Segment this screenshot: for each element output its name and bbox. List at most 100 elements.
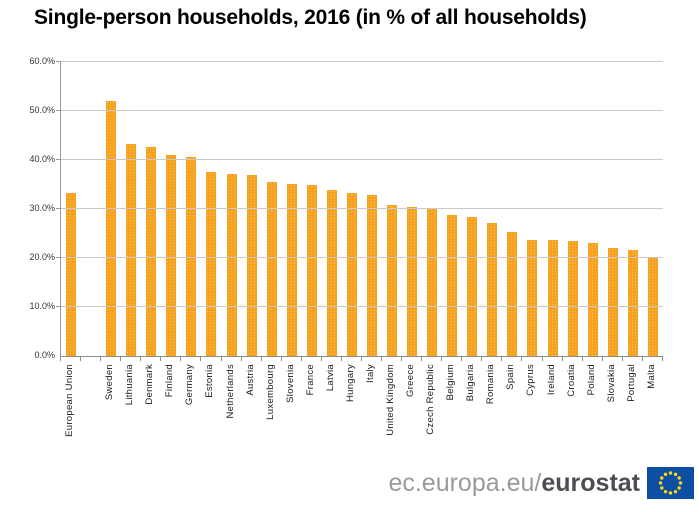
x-label-slot: Germany [180, 364, 200, 472]
x-axis-label-netherlands: Netherlands [224, 364, 236, 419]
x-label-slot: Denmark [140, 364, 160, 472]
x-tick [282, 357, 302, 361]
x-axis-label-germany: Germany [184, 364, 196, 406]
x-tick [422, 357, 443, 361]
bar-luxembourg [266, 182, 277, 356]
x-axis-label-lithuania: Lithuania [124, 364, 136, 406]
x-axis-label-cyprus: Cyprus [525, 364, 537, 396]
bar-germany [186, 157, 197, 356]
bar-slot-bulgaria [462, 62, 482, 356]
x-axis-label-slovakia: Slovakia [605, 364, 617, 403]
x-label-slot: Portugal [622, 364, 642, 472]
x-label-slot: Lithuania [120, 364, 140, 472]
bar-slot-cyprus [522, 62, 542, 356]
x-tick [222, 357, 242, 361]
x-axis-label-greece: Greece [405, 364, 417, 397]
x-label-slot: Cyprus [521, 364, 541, 472]
bar-bulgaria [467, 217, 478, 356]
footer-url: ec.europa.eu/eurostat [388, 464, 640, 502]
y-tick-mark [56, 61, 61, 62]
x-tick [623, 357, 643, 361]
bars-row [61, 62, 663, 356]
x-label-slot: Greece [401, 364, 421, 472]
bar-sweden [106, 101, 117, 356]
x-tick [81, 357, 102, 361]
x-label-slot: Slovakia [602, 364, 622, 472]
x-axis-label-czech-republic: Czech Republic [425, 364, 437, 435]
x-tick [362, 357, 382, 361]
x-axis-label-estonia: Estonia [204, 364, 216, 398]
bar-slot-slovakia [603, 62, 623, 356]
x-tick [563, 357, 583, 361]
gridline-40 [61, 159, 663, 160]
x-axis-label-slovenia: Slovenia [284, 364, 296, 403]
bar-slot-lithuania [121, 62, 141, 356]
bar-european-union [66, 192, 77, 356]
x-axis-ticks [60, 357, 663, 361]
bar-slot-france [302, 62, 322, 356]
x-label-slot: Sweden [100, 364, 120, 472]
gridline-30 [61, 208, 663, 209]
bar-slot-ireland [543, 62, 563, 356]
x-axis-label-denmark: Denmark [144, 364, 156, 405]
x-axis-label-luxembourg: Luxembourg [264, 364, 276, 420]
x-label-slot: Czech Republic [421, 364, 441, 472]
y-axis-label: 30.0% [29, 203, 55, 213]
footer-brand: eurostat [541, 469, 640, 497]
x-label-slot: Latvia [321, 364, 341, 472]
x-label-slot: Slovenia [281, 364, 301, 472]
bar-slot-italy [362, 62, 382, 356]
bar-belgium [447, 215, 458, 356]
bar-slot-latvia [322, 62, 342, 356]
gridline-20 [61, 257, 663, 258]
x-axis-label-portugal: Portugal [625, 364, 637, 402]
y-axis-labels: 60.0% 50.0% 40.0% 30.0% 20.0% 10.0% 0.0% [0, 56, 55, 360]
x-tick [402, 357, 423, 361]
bar-ireland [547, 240, 558, 356]
x-label-slot: Bulgaria [461, 364, 481, 472]
x-tick [161, 357, 182, 361]
plot-area [56, 61, 663, 357]
x-axis-label-finland: Finland [164, 364, 176, 398]
x-label-slot: Spain [501, 364, 521, 472]
x-tick [502, 357, 523, 361]
bar-united-kingdom [387, 204, 398, 356]
bar-croatia [567, 240, 578, 356]
bar-estonia [206, 171, 217, 356]
x-tick [262, 357, 282, 361]
bar-slot-european-union [61, 62, 81, 356]
x-label-slot: Netherlands [221, 364, 241, 472]
x-tick [201, 357, 222, 361]
bar-slot-luxembourg [262, 62, 282, 356]
bar-italy [366, 194, 377, 356]
x-axis-label-malta: Malta [645, 364, 657, 389]
bar-slovakia [607, 247, 618, 356]
x-label-slot: Romania [481, 364, 501, 472]
bar-slot-portugal [623, 62, 643, 356]
bar-slot-poland [583, 62, 603, 356]
x-tick [603, 357, 623, 361]
bar-spain [507, 231, 518, 356]
x-axis-label-france: France [304, 364, 316, 396]
bar-czech-republic [427, 207, 438, 356]
x-tick [462, 357, 483, 361]
bar-slot-greece [402, 62, 422, 356]
bar-slot-spain [502, 62, 522, 356]
bar-cyprus [527, 239, 538, 356]
x-label-slot: Luxembourg [261, 364, 281, 472]
x-label-slot: Estonia [200, 364, 220, 472]
x-label-slot: Belgium [441, 364, 461, 472]
x-label-slot [80, 364, 100, 472]
gridline-50 [61, 110, 663, 111]
x-axis-label-sweden: Sweden [104, 364, 116, 401]
x-label-slot: Poland [582, 364, 602, 472]
bar-denmark [146, 146, 157, 356]
x-tick [522, 357, 543, 361]
gridline-60 [61, 61, 663, 62]
x-tick [302, 357, 322, 361]
bar-france [306, 185, 317, 356]
x-axis-label-european-union: European Union [64, 364, 76, 437]
x-axis-label-hungary: Hungary [344, 364, 356, 403]
bar-slot-finland [161, 62, 181, 356]
bar-lithuania [126, 143, 137, 356]
